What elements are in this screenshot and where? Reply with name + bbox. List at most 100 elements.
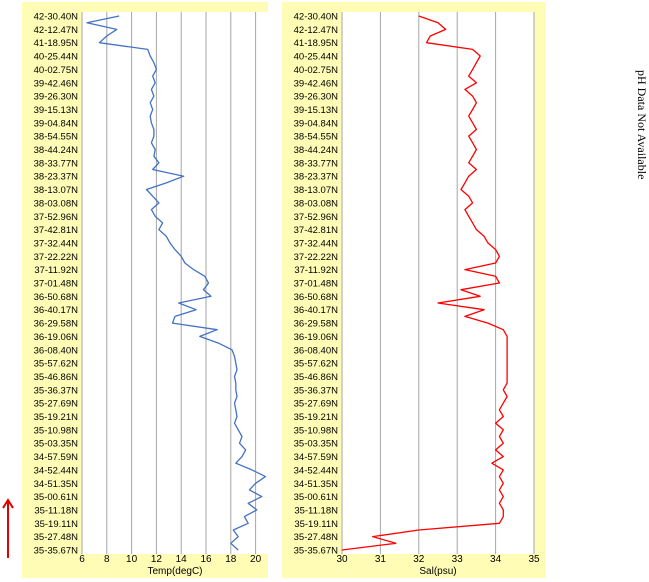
- y-category-label: 40-02.75N: [34, 65, 79, 76]
- y-category-label: 42-12.47N: [34, 25, 79, 36]
- y-category-label: 36-40.17N: [294, 305, 339, 316]
- y-category-label: 38-13.07N: [294, 185, 339, 196]
- y-category-label: 37-22.22N: [34, 252, 79, 263]
- y-category-label: 37-32.44N: [34, 238, 79, 249]
- y-category-label: 35-27.69N: [34, 399, 79, 410]
- y-category-label: 42-12.47N: [294, 25, 339, 36]
- y-category-label: 35-57.62N: [34, 359, 79, 370]
- ph-unavailable-text: pH Data Not Available: [635, 70, 649, 180]
- y-category-label: 39-15.13N: [34, 105, 79, 116]
- y-category-label: 37-52.96N: [294, 212, 339, 223]
- y-category-label: 35-11.18N: [294, 505, 338, 516]
- y-category-label: 37-32.44N: [294, 238, 339, 249]
- plot-area: [342, 12, 534, 554]
- x-tick-label: 18: [225, 554, 237, 565]
- y-category-label: 36-08.40N: [294, 345, 339, 356]
- y-category-label: 34-52.44N: [34, 465, 79, 476]
- y-category-label: 39-42.46N: [294, 78, 339, 89]
- y-category-label: 40-25.44N: [34, 52, 79, 63]
- y-category-label: 35-27.48N: [34, 532, 79, 543]
- x-tick-label: 12: [151, 554, 163, 565]
- y-category-label: 35-19.11N: [294, 519, 338, 530]
- y-category-label: 36-19.06N: [294, 332, 339, 343]
- y-category-label: 41-18.95N: [294, 38, 339, 49]
- y-category-label: 37-42.81N: [34, 225, 79, 236]
- x-tick-label: 32: [413, 554, 425, 565]
- y-category-label: 37-01.48N: [294, 279, 339, 290]
- y-category-label: 38-03.08N: [34, 198, 79, 209]
- y-category-label: 38-54.55N: [34, 132, 79, 143]
- y-category-label: 38-03.08N: [294, 198, 339, 209]
- y-category-label: 40-25.44N: [294, 52, 339, 63]
- y-category-label: 36-50.68N: [34, 292, 79, 303]
- y-category-label: 36-50.68N: [294, 292, 339, 303]
- y-category-label: 36-29.58N: [34, 319, 79, 330]
- y-category-label: 38-33.77N: [34, 158, 79, 169]
- y-category-label: 38-54.55N: [294, 132, 339, 143]
- series-line: [341, 15, 508, 551]
- y-category-label: 38-44.24N: [34, 145, 79, 156]
- y-category-label: 37-11.92N: [34, 265, 78, 276]
- y-category-label: 35-35.67N: [34, 546, 79, 557]
- x-tick-label: 20: [250, 554, 262, 565]
- x-tick-label: 33: [452, 554, 464, 565]
- y-category-label: 35-19.11N: [34, 519, 78, 530]
- y-category-label: 35-27.69N: [294, 399, 339, 410]
- y-category-label: 35-10.98N: [294, 425, 339, 436]
- y-category-label: 37-22.22N: [294, 252, 339, 263]
- series-line: [86, 15, 267, 551]
- plot-area: [82, 12, 268, 554]
- y-category-label: 39-15.13N: [294, 105, 339, 116]
- y-category-label: 35-36.37N: [294, 385, 339, 396]
- y-category-label: 38-33.77N: [294, 158, 339, 169]
- x-tick-label: 34: [490, 554, 502, 565]
- y-category-label: 34-51.35N: [34, 479, 79, 490]
- x-tick-label: 35: [528, 554, 540, 565]
- y-category-label: 38-23.37N: [294, 172, 339, 183]
- y-category-label: 39-04.84N: [294, 118, 339, 129]
- y-category-label: 36-19.06N: [34, 332, 79, 343]
- y-category-label: 35-00.61N: [294, 492, 339, 503]
- y-category-label: 35-03.35N: [34, 439, 79, 450]
- y-category-label: 34-52.44N: [294, 465, 339, 476]
- y-category-label: 38-44.24N: [294, 145, 339, 156]
- y-category-label: 35-00.61N: [34, 492, 79, 503]
- x-tick-label: 31: [375, 554, 387, 565]
- y-category-label: 39-26.30N: [34, 92, 79, 103]
- x-tick-label: 8: [104, 554, 110, 565]
- y-category-label: 35-19.21N: [34, 412, 79, 423]
- x-tick-label: 16: [200, 554, 212, 565]
- y-category-label: 37-11.92N: [294, 265, 338, 276]
- y-category-label: 34-57.59N: [294, 452, 339, 463]
- ph-unavailable-note: pH Data Not Available: [634, 70, 649, 210]
- x-tick-label: 30: [336, 554, 348, 565]
- y-category-label: 34-57.59N: [34, 452, 79, 463]
- y-category-label: 35-19.21N: [294, 412, 339, 423]
- y-category-label: 39-26.30N: [294, 92, 339, 103]
- y-category-label: 40-02.75N: [294, 65, 339, 76]
- x-axis-title: Sal(psu): [419, 566, 456, 577]
- y-category-label: 35-57.62N: [294, 359, 339, 370]
- y-category-label: 35-10.98N: [34, 425, 79, 436]
- y-category-label: 42-30.40N: [294, 12, 339, 23]
- y-category-label: 39-04.84N: [34, 118, 79, 129]
- y-category-label: 36-40.17N: [34, 305, 79, 316]
- temperature-chart: 6 8 10 12 14 16 18 20 42-30.40N 42-12.47N 41-18.95…: [22, 2, 268, 578]
- y-category-label: 36-29.58N: [294, 319, 339, 330]
- up-arrow-icon: [2, 498, 14, 558]
- y-category-label: 35-36.37N: [34, 385, 79, 396]
- y-category-label: 34-51.35N: [294, 479, 339, 490]
- y-category-label: 37-01.48N: [34, 279, 79, 290]
- x-tick-label: 6: [79, 554, 85, 565]
- y-category-label: 35-46.86N: [34, 372, 79, 383]
- y-category-label: 35-11.18N: [34, 505, 78, 516]
- y-category-label: 36-08.40N: [34, 345, 79, 356]
- y-category-label: 37-42.81N: [294, 225, 339, 236]
- y-category-label: 41-18.95N: [34, 38, 79, 49]
- y-category-label: 35-46.86N: [294, 372, 339, 383]
- y-category-label: 39-42.46N: [34, 78, 79, 89]
- y-category-label: 35-35.67N: [294, 546, 339, 557]
- salinity-chart: 30 31 32 33 34 35 42-30.40N 42-12.47N 41-18.95N 4…: [282, 2, 546, 578]
- y-category-label: 42-30.40N: [34, 12, 79, 23]
